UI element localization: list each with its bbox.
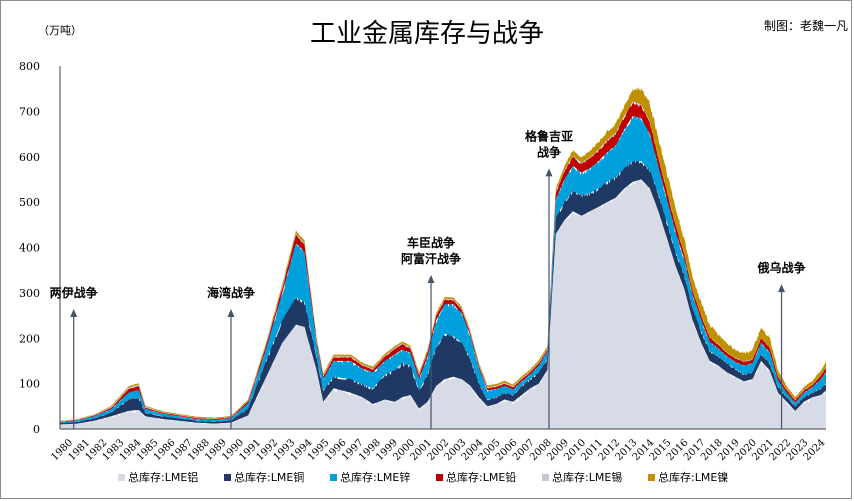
y-tick-label: 400 [19, 242, 40, 255]
y-tick-label: 100 [19, 378, 40, 391]
annotation-label: 海湾战争 [207, 285, 255, 300]
legend-swatch [330, 474, 337, 481]
legend-item-0: 总库存:LME铝 [118, 470, 198, 484]
annotation-label: 格鲁吉亚 [525, 128, 573, 143]
legend-label: 总库存:LME镍 [658, 470, 728, 484]
area-series-1 [60, 158, 826, 425]
legend-item-5: 总库存:LME镍 [648, 470, 728, 484]
y-axis-unit-label: （万吨） [38, 24, 82, 37]
legend-item-2: 总库存:LME锌 [330, 470, 410, 484]
area-series-0 [60, 176, 826, 429]
legend-label: 总库存:LME铜 [234, 470, 304, 484]
legend-item-3: 总库存:LME铅 [436, 470, 516, 484]
y-tick-label: 600 [19, 151, 40, 164]
stacked-areas [60, 87, 826, 429]
annotation-arrow-head [545, 168, 553, 177]
y-tick-label: 300 [19, 287, 40, 300]
annotation-label: 俄乌战争 [757, 260, 806, 275]
annotation-label: 两伊战争 [50, 285, 98, 300]
annotation-label-line2: 战争 [537, 144, 561, 159]
annotation-label-line2: 阿富汗战争 [401, 251, 461, 266]
area-series-2 [60, 113, 826, 424]
legend-swatch [118, 474, 125, 481]
annotation-arrow-head [427, 274, 435, 283]
legend-item-4: 总库存:LME锡 [542, 470, 622, 484]
legend: 总库存:LME铝 总库存:LME铜 总库存:LME锌 总库存:LME铅 总库存:LME锡… [118, 470, 728, 484]
legend-swatch [648, 474, 655, 481]
y-tick-label: 800 [19, 60, 40, 73]
annotation-arrow-head [227, 309, 235, 318]
legend-swatch [224, 474, 231, 481]
chart-title: 工业金属库存与战争 [310, 19, 544, 49]
y-tick-label: 200 [19, 332, 40, 345]
annotation-arrow-head [70, 309, 78, 318]
x-axis-ticks: 1980198119821983198419851986198719881989… [49, 437, 827, 463]
y-tick-label: 0 [33, 423, 40, 436]
legend-label: 总库存:LME锌 [340, 470, 410, 484]
axes [59, 66, 826, 430]
legend-label: 总库存:LME锡 [552, 470, 622, 484]
legend-label: 总库存:LME铝 [128, 470, 198, 484]
annotation-1: 海湾战争 [207, 285, 255, 429]
annotation-4: 俄乌战争 [757, 260, 806, 429]
y-axis-ticks: 0 100 200 300 400 500 600 700 800 [19, 60, 40, 436]
legend-item-1: 总库存:LME铜 [224, 470, 304, 484]
legend-swatch [436, 474, 443, 481]
area-series-3 [60, 101, 826, 423]
chart-credit: 制图：老魏一凡 [764, 18, 848, 33]
annotation-0: 两伊战争 [50, 285, 98, 429]
annotation-arrow-head [778, 284, 786, 293]
annotation-label: 车臣战争 [407, 235, 455, 250]
y-tick-label: 700 [19, 105, 40, 118]
legend-label: 总库存:LME铅 [446, 470, 516, 484]
legend-swatch [542, 474, 549, 481]
y-tick-label: 500 [19, 196, 40, 209]
